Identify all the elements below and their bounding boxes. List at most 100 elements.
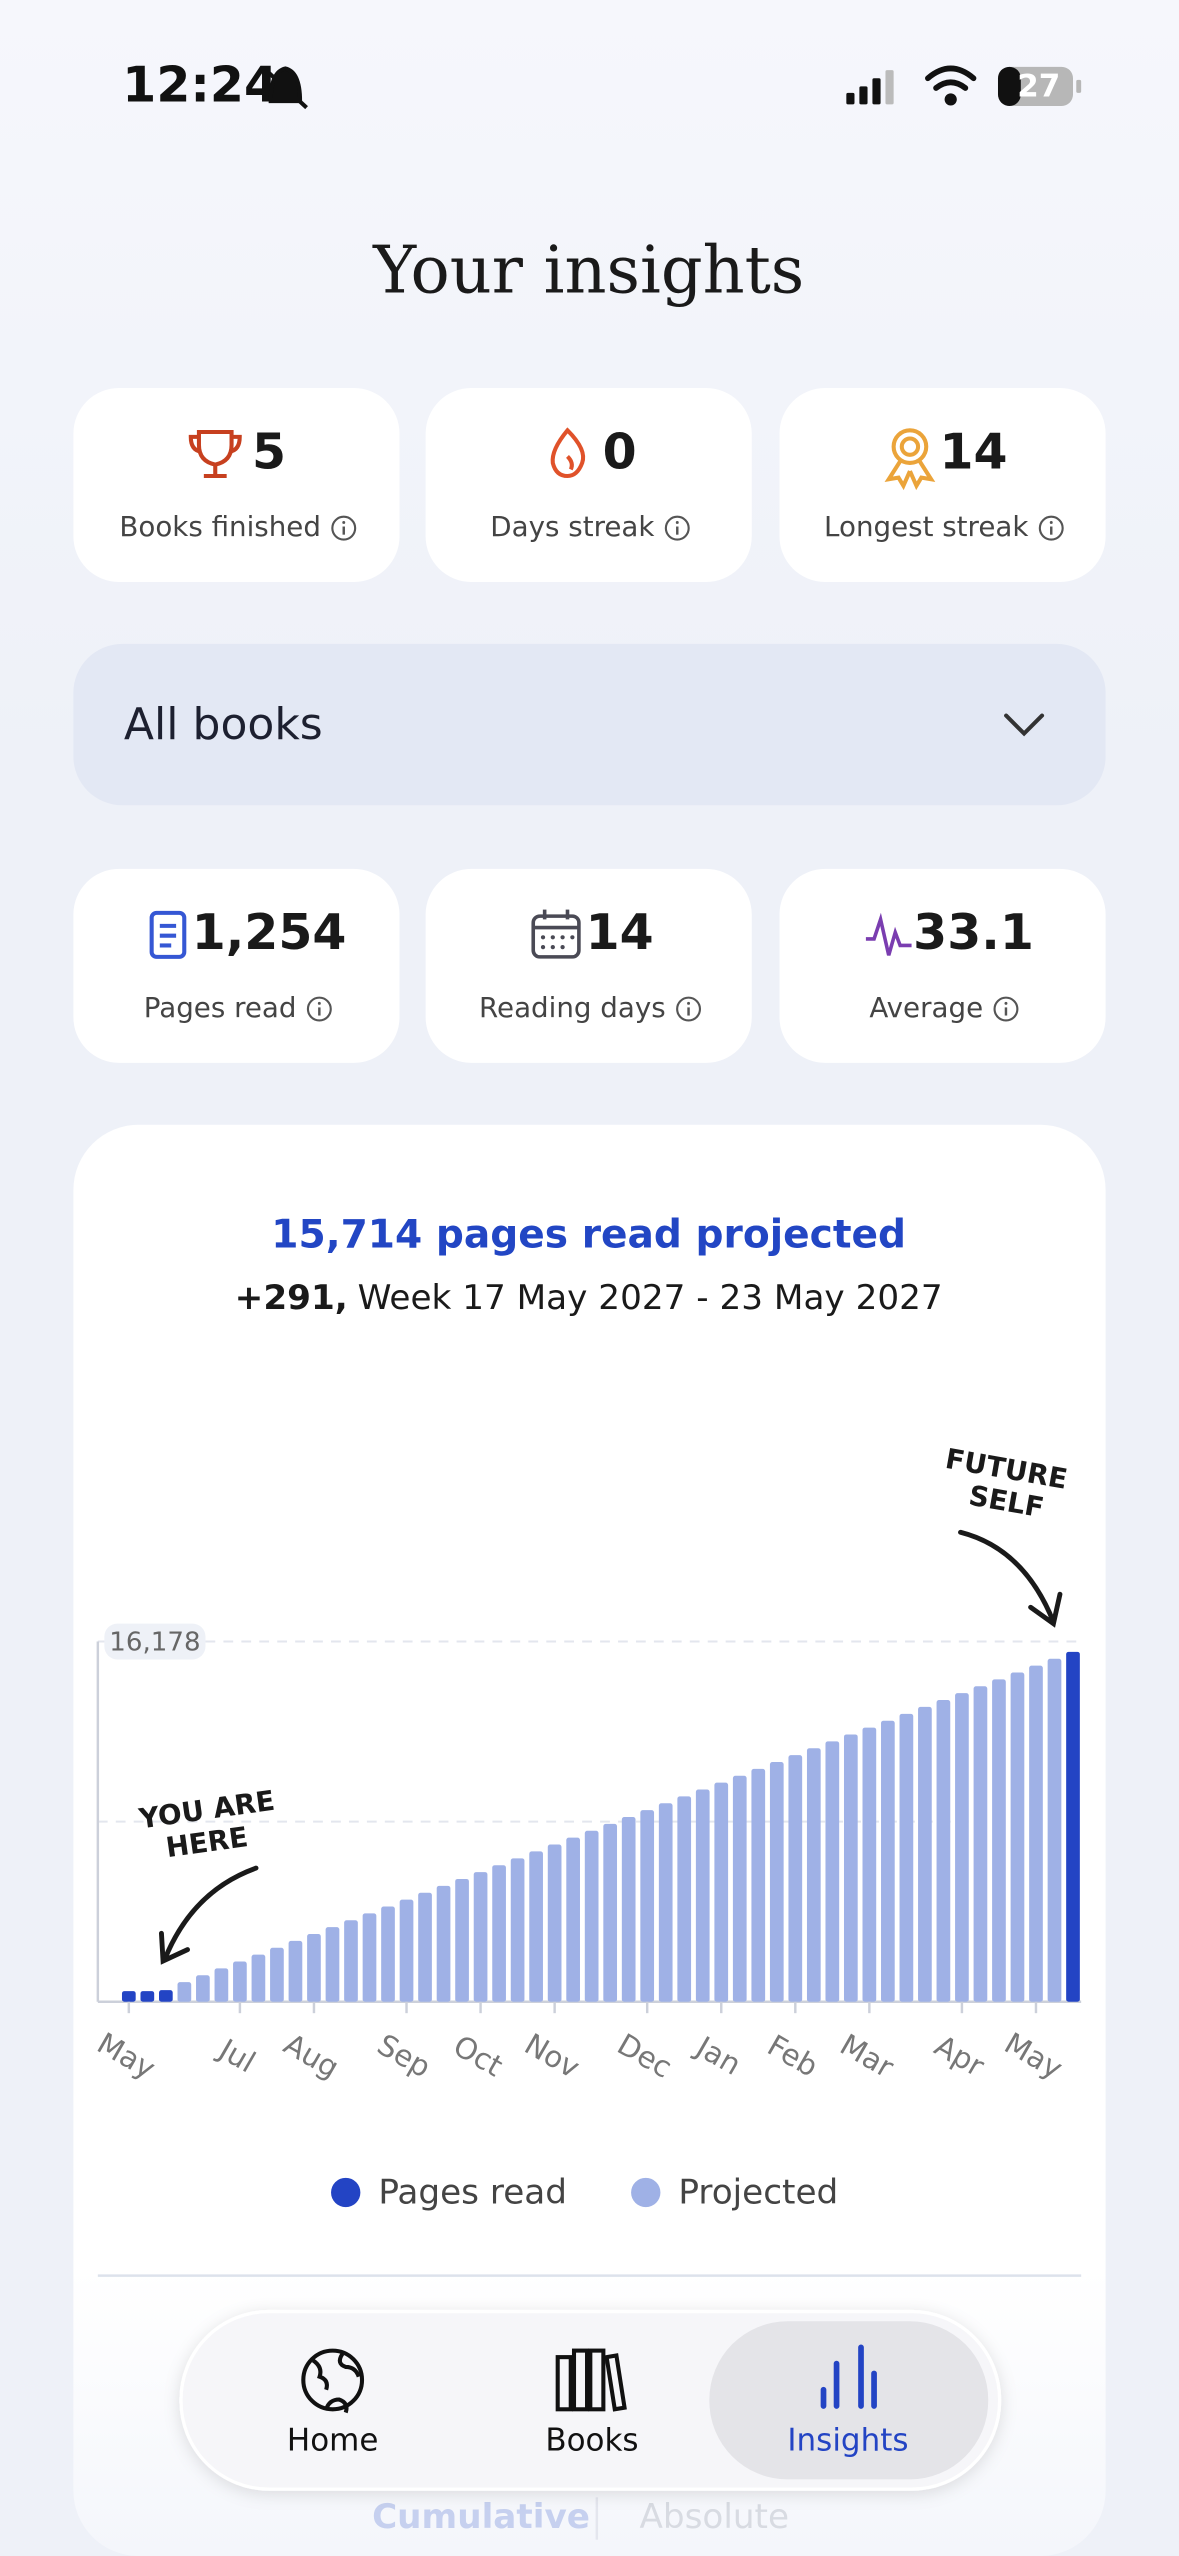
- page-icon: [149, 910, 187, 959]
- chart-subtitle: +291, Week 17 May 2027 - 23 May 2027: [235, 1278, 943, 1318]
- mute-icon: [262, 66, 308, 110]
- pulse-icon: [865, 912, 912, 956]
- bar: [936, 1700, 951, 2002]
- stat-card: [779, 387, 1106, 582]
- bar: [362, 1913, 377, 2002]
- active-tab-bg[interactable]: [709, 2321, 989, 2480]
- bar: [973, 1686, 988, 2002]
- annotation-arrow: [158, 1865, 259, 1965]
- tab-label[interactable]: Insights: [787, 2422, 908, 2458]
- bar: [251, 1954, 266, 2002]
- metrics-value: 33.1: [913, 904, 1034, 961]
- bar: [1047, 1658, 1062, 2002]
- chart-title: 15,714 pages read projected: [271, 1213, 906, 1258]
- bar: [473, 1872, 488, 2002]
- info-icon[interactable]: [331, 515, 357, 541]
- bar: [177, 1982, 192, 2002]
- legend-swatch: [631, 2177, 661, 2208]
- mode-toggle[interactable]: Cumulative: [372, 2497, 590, 2537]
- calendar-icon: [531, 909, 581, 959]
- mode-toggle[interactable]: Absolute: [639, 2497, 789, 2537]
- tab-label[interactable]: Books: [545, 2422, 638, 2458]
- subtitle-delta: +291,: [235, 1278, 348, 1318]
- bar: [510, 1858, 525, 2002]
- bar: [955, 1693, 969, 2002]
- bar: [566, 1837, 580, 2002]
- bar: [677, 1796, 692, 2002]
- legend-label: Projected: [678, 2173, 838, 2213]
- bar: [788, 1755, 803, 2002]
- bar: [899, 1713, 914, 2002]
- wifi-icon: [925, 65, 977, 106]
- info-icon[interactable]: [676, 996, 702, 1022]
- info-icon[interactable]: [1038, 515, 1064, 541]
- info-icon[interactable]: [1049, 520, 1053, 524]
- bar: [270, 1947, 284, 2002]
- y-tick-label: 16,178: [109, 1628, 200, 1658]
- bar: [233, 1961, 247, 2002]
- bar: [381, 1906, 395, 2002]
- book-filter-value[interactable]: All books: [124, 699, 323, 750]
- bar: [881, 1720, 895, 2002]
- stats-value: 5: [252, 423, 286, 480]
- book-filter[interactable]: [73, 643, 1106, 806]
- metric-cards: [73, 868, 1106, 1063]
- metrics-value: 1,254: [192, 904, 347, 961]
- tab-label[interactable]: Home: [287, 2422, 378, 2458]
- bar: [621, 1817, 636, 2002]
- bar: [492, 1865, 506, 2002]
- subtitle-week: Week 17 May 2027 - 23 May 2027: [358, 1278, 943, 1318]
- bar: [584, 1830, 599, 2002]
- bar: [288, 1940, 303, 2002]
- bar: [547, 1844, 562, 2002]
- dropdown-chevron[interactable]: [1004, 713, 1045, 737]
- bar: [658, 1803, 673, 2002]
- metrics-value: 14: [586, 904, 654, 961]
- bar: [843, 1734, 858, 2002]
- info-icon[interactable]: [1004, 1001, 1008, 1005]
- info-icon[interactable]: [675, 520, 679, 524]
- info-icon[interactable]: [687, 1001, 691, 1005]
- bar: [344, 1920, 358, 2002]
- insights-icon[interactable]: [820, 2344, 877, 2409]
- info-icon[interactable]: [342, 520, 346, 524]
- bar: [121, 1991, 136, 2002]
- metrics-label: Pages read: [144, 991, 297, 1024]
- metrics-label: Average: [869, 991, 983, 1024]
- bar: [325, 1927, 340, 2002]
- bar: [159, 1990, 173, 2002]
- battery-percent: 27: [1017, 69, 1060, 105]
- legend-label: Pages read: [378, 2173, 567, 2213]
- globe-icon[interactable]: [301, 2348, 365, 2414]
- bar: [1029, 1665, 1043, 2002]
- info-icon[interactable]: [993, 996, 1019, 1022]
- metric-card: [73, 868, 400, 1063]
- stats-value: 14: [939, 423, 1007, 480]
- info-icon[interactable]: [306, 996, 332, 1022]
- info-icon[interactable]: [664, 515, 690, 541]
- stat-card: [425, 387, 752, 582]
- bar: [714, 1782, 729, 2002]
- annotation-arrow: [958, 1529, 1063, 1628]
- bar: [455, 1878, 469, 2002]
- bar: [214, 1968, 229, 2002]
- bar: [1066, 1651, 1080, 2002]
- bar: [918, 1706, 932, 2002]
- bar: [992, 1679, 1006, 2002]
- bar: [196, 1975, 210, 2002]
- bar: [640, 1810, 655, 2002]
- bar: [603, 1823, 618, 2002]
- info-icon[interactable]: [317, 1001, 321, 1005]
- page-title: Your insights: [372, 232, 804, 308]
- books-icon[interactable]: [555, 2348, 627, 2412]
- bar: [529, 1851, 543, 2002]
- bar: [806, 1748, 821, 2002]
- bar: [862, 1727, 877, 2002]
- legend-swatch: [331, 2177, 361, 2208]
- y-tick-label-bg: [104, 1623, 206, 1660]
- bar: [418, 1892, 432, 2002]
- flame-icon: [550, 427, 586, 479]
- metric-card: [779, 868, 1106, 1063]
- metric-card: [425, 868, 752, 1063]
